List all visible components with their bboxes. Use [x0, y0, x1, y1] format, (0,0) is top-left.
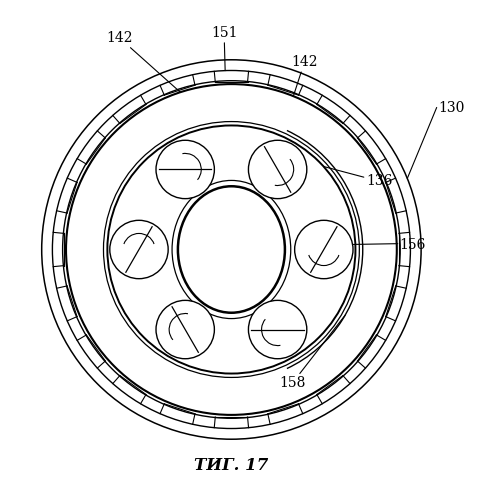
Circle shape	[110, 221, 168, 278]
Circle shape	[295, 221, 353, 278]
Text: 156: 156	[399, 238, 426, 251]
Circle shape	[107, 125, 355, 374]
Circle shape	[156, 300, 215, 359]
Text: 151: 151	[211, 26, 237, 70]
Text: 136: 136	[324, 167, 393, 189]
Circle shape	[66, 84, 397, 415]
Text: 130: 130	[438, 101, 464, 115]
Text: 142: 142	[106, 31, 180, 92]
Text: 142: 142	[291, 55, 318, 96]
Circle shape	[156, 140, 215, 199]
Text: 158: 158	[279, 315, 345, 390]
Circle shape	[248, 140, 307, 199]
Ellipse shape	[178, 186, 285, 313]
Text: ΤИГ. 17: ΤИГ. 17	[194, 458, 269, 475]
Circle shape	[248, 300, 307, 359]
